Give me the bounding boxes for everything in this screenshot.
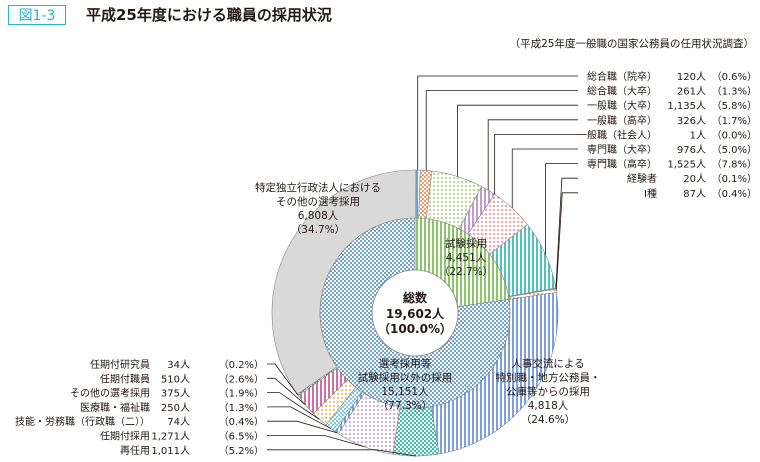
- segment-percent: （34.7%）: [291, 224, 345, 236]
- outer-label: 任期付職員: [100, 372, 150, 385]
- outer-count: 326人: [677, 115, 706, 127]
- chart-title: 平成25年度における職員の採用状況: [86, 6, 332, 24]
- outer-percent: （2.6%）: [219, 373, 264, 385]
- outer-count: 20人: [683, 173, 706, 185]
- leader-line: [425, 90, 578, 171]
- segment-label: 人事交流による: [511, 357, 584, 370]
- outer-percent: （0.1%）: [712, 173, 757, 185]
- leader-line: [545, 163, 578, 255]
- outer-label: 任期付採用: [100, 430, 150, 443]
- leader-line: [555, 177, 578, 289]
- leader-line: [555, 192, 578, 291]
- segment-label: 特別職・地方公務員・: [496, 371, 601, 384]
- outer-percent: （0.4%）: [712, 188, 757, 200]
- outer-label: Ⅰ種: [644, 187, 657, 200]
- outer-count: 1,011人: [151, 445, 190, 457]
- center-hole: [371, 269, 459, 357]
- outer-label: 経験者: [627, 172, 657, 185]
- outer-label: 専門職（大卒）: [587, 143, 657, 156]
- outer-percent: （7.8%）: [712, 159, 757, 171]
- segment-percent: （24.6%）: [521, 414, 575, 426]
- outer-percent: （1.3%）: [219, 402, 264, 414]
- outer-percent: （0.0%）: [712, 129, 757, 141]
- segment-percent: （77.3%）: [378, 400, 432, 412]
- outer-label: 再任用: [120, 444, 150, 457]
- outer-count: 1人: [690, 129, 706, 141]
- leader-line: [267, 406, 331, 429]
- outer-percent: （1.7%）: [712, 115, 757, 127]
- leader-line: [417, 75, 578, 171]
- outer-segment: [392, 406, 440, 457]
- outer-count: 1,525人: [667, 159, 706, 171]
- outer-label: 一般職（大卒）: [587, 99, 657, 112]
- leader-line: [494, 133, 578, 195]
- outer-count: 1,135人: [667, 100, 706, 112]
- outer-label: 一般職（社会人）: [577, 128, 657, 141]
- outer-percent: （0.2%）: [219, 359, 264, 371]
- outer-count: 250人: [161, 402, 190, 414]
- outer-percent: （1.9%）: [219, 388, 264, 400]
- outer-label: 技能・労務職（行政職（二））: [15, 415, 150, 428]
- center-label: 総数: [403, 290, 428, 305]
- source-note: （平成25年度一般職の国家公務員の任用状況調査）: [509, 38, 754, 50]
- outer-count: 261人: [677, 86, 706, 98]
- segment-label: 試験採用: [445, 237, 487, 250]
- outer-percent: （5.0%）: [712, 144, 757, 156]
- leader-line: [267, 377, 306, 406]
- segment-label: 公庫等からの採用: [506, 385, 590, 398]
- leader-line: [457, 104, 578, 177]
- outer-label: 専門職（高卒）: [587, 158, 657, 171]
- leader-line: [267, 420, 337, 434]
- outer-count: 87人: [683, 188, 706, 200]
- outer-count: 976人: [677, 144, 706, 156]
- segment-label: 試験採用以外の採用: [358, 371, 453, 384]
- segment-count: 6,808人: [298, 210, 339, 222]
- outer-count: 120人: [677, 71, 706, 83]
- segment-count: 4,451人: [446, 252, 487, 264]
- center-count: 19,602人: [386, 306, 445, 321]
- leader-line: [267, 435, 365, 448]
- outer-percent: （5.8%）: [712, 100, 757, 112]
- outer-percent: （6.5%）: [219, 431, 264, 443]
- leader-line: [267, 363, 299, 396]
- outer-label: 任期付研究員: [90, 358, 150, 371]
- outer-percent: （5.2%）: [219, 445, 264, 457]
- leader-line: [511, 148, 578, 209]
- outer-label: 総合職（大卒）: [587, 85, 657, 98]
- outer-label: 総合職（院卒）: [587, 70, 657, 83]
- outer-count: 1,271人: [151, 431, 190, 443]
- outer-label: 一般職（高卒）: [587, 114, 657, 127]
- leader-line: [267, 449, 416, 457]
- segment-label: その他の選考採用: [276, 195, 360, 208]
- outer-count: 510人: [161, 373, 190, 385]
- outer-count: 34人: [167, 359, 190, 371]
- segment-percent: （22.7%）: [439, 266, 493, 278]
- segment-label: 選考採用等: [379, 357, 432, 370]
- outer-percent: （1.3%）: [712, 86, 757, 98]
- leader-line: [267, 392, 320, 420]
- center-percent: （100.0%）: [378, 321, 452, 336]
- leader-line: [487, 119, 578, 191]
- outer-percent: （0.6%）: [712, 71, 757, 83]
- figure-number: 図1-3: [8, 5, 66, 25]
- outer-percent: （0.4%）: [219, 416, 264, 428]
- segment-count: 4,818人: [528, 400, 569, 412]
- outer-label: その他の選考採用: [70, 387, 150, 400]
- outer-count: 375人: [161, 388, 190, 400]
- segment-count: 15,151人: [381, 386, 429, 398]
- outer-count: 74人: [167, 416, 190, 428]
- outer-label: 医療職・福祉職: [80, 401, 150, 414]
- segment-label: 特定独立行政法人における: [255, 181, 381, 194]
